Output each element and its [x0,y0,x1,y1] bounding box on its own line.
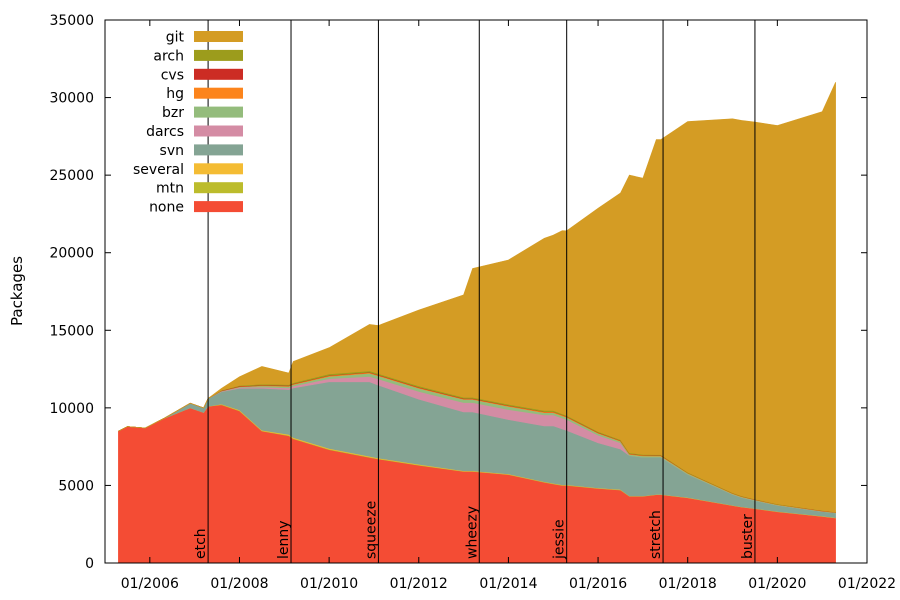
legend-label-bzr: bzr [162,105,184,121]
legend-label-mtn: mtn [156,181,184,197]
release-label-etch: etch [193,528,209,559]
y-tick-label: 5000 [58,478,94,494]
y-tick-label: 15000 [49,323,94,339]
x-tick-label: 01/2006 [121,576,179,592]
y-tick-label: 25000 [49,168,94,184]
release-label-buster: buster [740,514,756,559]
y-tick-label: 0 [85,556,94,572]
legend-label-none: none [149,200,184,216]
y-tick-label: 20000 [49,246,94,262]
release-label-stretch: stretch [648,510,664,559]
area-git [118,82,836,513]
x-tick-label: 01/2008 [210,576,268,592]
y-tick-label: 10000 [49,401,94,417]
legend: git arch cvs hg bzr darcs svn several mtn none [133,30,243,216]
y-tick-label: 30000 [49,91,94,107]
y-tick-label: 35000 [49,13,94,29]
legend-swatch-arch [194,49,243,61]
x-tick-label: 01/2018 [659,576,717,592]
legend-label-several: several [133,162,184,178]
x-tick-label: 01/2010 [300,576,358,592]
legend-swatch-cvs [194,68,243,80]
x-tick-label: 01/2016 [569,576,627,592]
legend-swatch-hg [194,87,243,99]
x-tick-label: 01/2014 [479,576,537,592]
x-axis: 01/2006 01/2008 01/2010 01/2012 01/2014 01/20… [121,20,896,592]
legend-label-arch: arch [153,48,184,64]
legend-label-cvs: cvs [161,67,184,83]
release-label-lenny: lenny [276,520,292,559]
legend-swatch-svn [194,144,243,156]
legend-swatch-several [194,163,243,175]
plot-frame [104,19,868,564]
legend-label-git: git [166,30,185,46]
legend-label-svn: svn [160,143,184,159]
legend-label-hg: hg [166,86,184,102]
release-label-wheezy: wheezy [464,506,480,559]
stacked-areas [118,82,836,564]
x-tick-label: 01/2012 [390,576,448,592]
legend-swatch-git [194,31,243,42]
legend-swatch-mtn [194,182,243,194]
x-tick-label: 01/2020 [748,576,806,592]
legend-label-darcs: darcs [146,124,184,140]
y-axis-label: Packages [8,256,26,326]
legend-swatch-darcs [194,125,243,137]
release-label-squeeze: squeeze [363,501,379,559]
release-annotations: etch lenny squeeze wheezy jessie stretch buste… [193,20,756,563]
legend-swatch-none [194,201,243,213]
y-axis: 0 5000 10000 15000 20000 25000 30000 35000 [49,13,867,572]
release-label-jessie: jessie [552,519,568,560]
x-tick-label: 01/2022 [838,576,896,592]
legend-swatch-bzr [194,106,243,118]
